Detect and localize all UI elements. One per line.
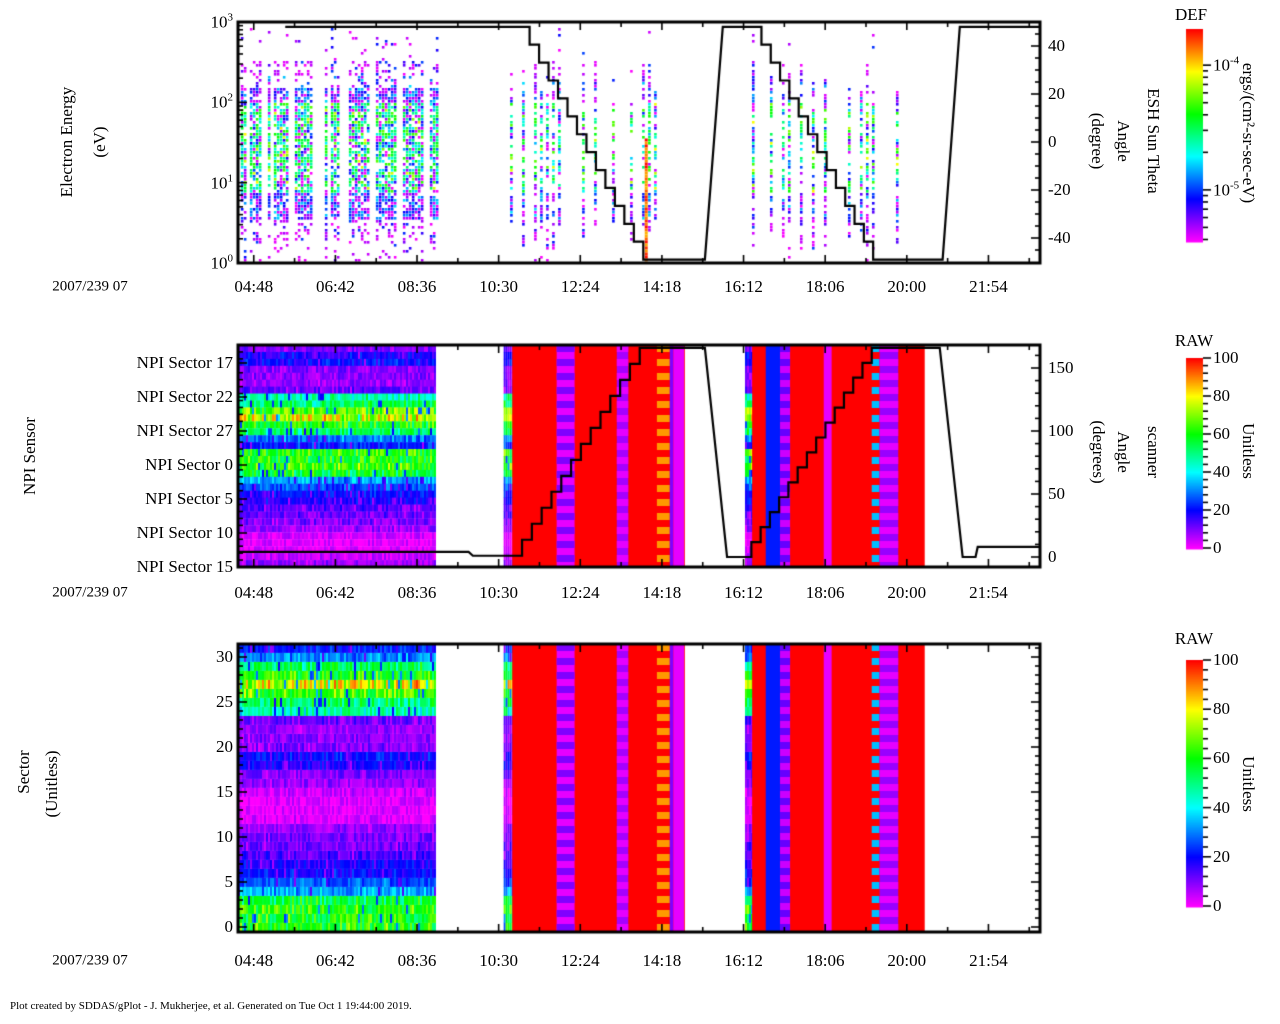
colorbar2-title: RAW <box>1174 331 1214 350</box>
colorbar1-title: DEF <box>1174 5 1208 24</box>
colorbar3-unit: Unitless <box>1239 756 1258 812</box>
p2-row-label: NPI Sector 15 <box>136 557 233 576</box>
x-tick-label: 16:12 <box>724 583 763 602</box>
x-tick-label: 16:12 <box>724 277 763 296</box>
panel1-right-qty: Angle <box>1114 120 1133 162</box>
panel3-y-title: Sector <box>14 750 33 794</box>
colorbar3-tick-label: 0 <box>1213 896 1222 915</box>
p2-right-tick-label: 50 <box>1048 484 1065 503</box>
p2-row-label: NPI Sector 27 <box>136 421 233 440</box>
p2-right-tick-label: 100 <box>1048 421 1074 440</box>
p1-y-tick-label: 103 <box>210 11 234 32</box>
colorbar2-tick-label: 100 <box>1213 348 1239 367</box>
colorbar3-tick-label: 20 <box>1213 846 1230 866</box>
colorbar2-tick-label: 40 <box>1213 462 1230 481</box>
x-tick-label: 20:00 <box>887 583 927 602</box>
colorbar3-tick-label: 100 <box>1213 650 1239 669</box>
p3-y-tick-label: 30 <box>216 647 233 666</box>
x-tick-label: 21:54 <box>969 277 1008 296</box>
colorbar1-tick-label: 10-5 <box>1213 179 1240 200</box>
x-tick-label: 20:00 <box>887 951 927 970</box>
p1-y-tick-label: 100 <box>210 252 234 273</box>
x-tick-label: 08:36 <box>397 583 437 602</box>
x-tick-label: 21:54 <box>969 951 1008 970</box>
panel3-date-label: 2007/239 07 <box>52 952 128 969</box>
colorbar2-tick-label: 0 <box>1213 538 1222 557</box>
x-tick-label: 10:30 <box>479 583 519 602</box>
x-tick-label: 18:06 <box>805 277 845 296</box>
colorbar3-title: RAW <box>1174 629 1214 648</box>
colorbar1-unit: ergs/(cm²-sr-sec-eV) <box>1239 62 1258 204</box>
x-tick-label: 21:54 <box>969 583 1008 602</box>
p1-right-tick-label: -20 <box>1048 180 1071 199</box>
p2-row-label: NPI Sector 10 <box>136 523 233 542</box>
p1-y-tick-label: 102 <box>210 92 234 112</box>
x-tick-label: 14:18 <box>642 951 682 970</box>
x-tick-label: 14:18 <box>642 277 682 296</box>
panel1-date-label: 2007/239 07 <box>52 278 128 295</box>
p1-right-tick-label: -40 <box>1048 228 1071 247</box>
plot-credit-footer: Plot created by SDDAS/gPlot - J. Mukherj… <box>10 1000 412 1012</box>
x-tick-label: 04:48 <box>234 951 274 970</box>
colorbar3-tick-label: 40 <box>1213 797 1230 817</box>
panel2-y-title: NPI Sensor <box>20 417 39 495</box>
panel3-y-unit: (Unitless) <box>42 750 61 818</box>
colorbar2-tick-label: 80 <box>1213 386 1230 405</box>
p1-right-tick-label: 20 <box>1048 84 1065 103</box>
x-tick-label: 14:18 <box>642 583 682 602</box>
panel1-right-unit: (degree) <box>1088 112 1107 170</box>
colorbar3-tick-label: 80 <box>1213 699 1230 719</box>
panel1-right-sensor: ESH Sun Theta <box>1144 88 1163 194</box>
panel2-right-sensor: scanner <box>1144 426 1163 478</box>
p3-y-tick-label: 0 <box>224 917 234 936</box>
x-tick-label: 12:24 <box>560 583 600 602</box>
panel1-y-title: Electron Energy <box>57 86 76 198</box>
p3-y-tick-label: 5 <box>224 872 234 891</box>
x-tick-label: 06:42 <box>316 951 355 970</box>
p2-right-tick-label: 0 <box>1048 547 1057 566</box>
p2-row-label: NPI Sector 5 <box>145 489 233 508</box>
x-tick-label: 18:06 <box>805 951 845 970</box>
colorbar2-tick-label: 20 <box>1213 500 1230 519</box>
p1-right-tick-label: 40 <box>1048 36 1065 55</box>
colorbar2-tick-label: 60 <box>1213 424 1230 443</box>
p3-y-tick-label: 10 <box>216 827 233 846</box>
colorbar2-unit: Unitless <box>1239 423 1258 479</box>
p2-row-label: NPI Sector 22 <box>136 387 233 406</box>
x-tick-label: 08:36 <box>397 277 437 296</box>
x-tick-label: 04:48 <box>234 583 274 602</box>
x-tick-label: 12:24 <box>560 951 600 970</box>
p3-y-tick-label: 15 <box>216 782 233 801</box>
p2-row-label: NPI Sector 0 <box>145 455 233 474</box>
p1-right-tick-label: 0 <box>1048 132 1057 151</box>
p3-y-tick-label: 25 <box>216 692 233 711</box>
x-tick-label: 08:36 <box>397 951 437 970</box>
x-tick-label: 10:30 <box>479 951 519 970</box>
p2-row-label: NPI Sector 17 <box>136 353 233 372</box>
x-tick-label: 12:24 <box>560 277 600 296</box>
x-tick-label: 18:06 <box>805 583 845 602</box>
x-tick-label: 06:42 <box>316 583 355 602</box>
panel2-right-unit: (degrees) <box>1089 420 1108 484</box>
x-tick-label: 06:42 <box>316 277 355 296</box>
panel2-date-label: 2007/239 07 <box>52 584 128 601</box>
colorbar3-tick-label: 60 <box>1213 748 1230 768</box>
p2-right-tick-label: 150 <box>1048 358 1074 377</box>
p1-y-tick-label: 101 <box>210 172 234 192</box>
panel2-right-qty: Angle <box>1114 431 1133 473</box>
panel1-y-unit: (eV) <box>90 126 109 158</box>
p3-y-tick-label: 20 <box>216 737 233 756</box>
colorbar1-tick-label: 10-4 <box>1213 54 1240 75</box>
x-tick-label: 10:30 <box>479 277 519 296</box>
x-tick-label: 20:00 <box>887 277 927 296</box>
x-tick-label: 16:12 <box>724 951 763 970</box>
x-tick-label: 04:48 <box>234 277 274 296</box>
